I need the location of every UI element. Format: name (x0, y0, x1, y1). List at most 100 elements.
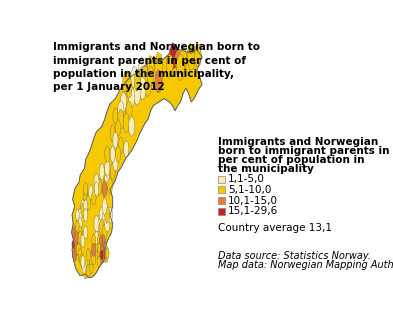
Polygon shape (105, 251, 108, 263)
Polygon shape (126, 100, 132, 121)
Text: Data source: Statistics Norway.: Data source: Statistics Norway. (218, 251, 371, 261)
Polygon shape (110, 125, 116, 142)
Polygon shape (103, 247, 107, 259)
Text: born to immigrant parents in: born to immigrant parents in (218, 146, 389, 156)
Bar (218, 208, 225, 215)
Polygon shape (139, 76, 146, 100)
Bar (218, 187, 225, 193)
Polygon shape (86, 195, 91, 211)
Polygon shape (78, 248, 83, 262)
Polygon shape (99, 253, 103, 265)
Polygon shape (75, 221, 80, 234)
Polygon shape (81, 203, 85, 217)
Text: per cent of population in: per cent of population in (218, 155, 364, 165)
Polygon shape (110, 163, 116, 180)
Polygon shape (102, 224, 107, 241)
Polygon shape (99, 175, 105, 192)
Polygon shape (105, 146, 110, 163)
Polygon shape (187, 43, 196, 70)
Polygon shape (118, 137, 123, 154)
Text: the municipality: the municipality (218, 164, 314, 174)
Polygon shape (118, 100, 124, 121)
Polygon shape (110, 146, 116, 163)
Polygon shape (99, 236, 103, 246)
Polygon shape (106, 247, 109, 259)
Polygon shape (124, 141, 129, 157)
Polygon shape (102, 180, 107, 197)
Polygon shape (101, 238, 105, 248)
Text: 10,1-15,0: 10,1-15,0 (228, 195, 278, 206)
Polygon shape (94, 215, 99, 232)
Polygon shape (134, 71, 140, 91)
Polygon shape (108, 177, 113, 194)
Polygon shape (74, 241, 79, 255)
Polygon shape (81, 255, 85, 269)
Polygon shape (81, 234, 85, 248)
Polygon shape (97, 234, 101, 248)
Polygon shape (142, 66, 149, 86)
Bar (218, 176, 225, 183)
Polygon shape (98, 243, 101, 253)
Polygon shape (81, 200, 85, 213)
Polygon shape (97, 256, 101, 268)
Polygon shape (89, 252, 93, 265)
Polygon shape (103, 239, 106, 250)
Polygon shape (102, 198, 107, 215)
Text: 1,1-5,0: 1,1-5,0 (228, 174, 265, 184)
Polygon shape (86, 248, 90, 262)
Polygon shape (102, 251, 105, 263)
Polygon shape (84, 208, 88, 222)
Polygon shape (77, 243, 81, 256)
Polygon shape (123, 113, 130, 133)
Polygon shape (166, 54, 173, 77)
Polygon shape (105, 206, 110, 223)
Polygon shape (175, 50, 181, 71)
Polygon shape (145, 73, 152, 97)
Polygon shape (78, 226, 83, 239)
Polygon shape (113, 154, 118, 171)
Polygon shape (129, 87, 135, 107)
Polygon shape (92, 190, 96, 205)
Polygon shape (148, 66, 154, 86)
Polygon shape (84, 182, 88, 196)
Polygon shape (102, 234, 105, 244)
Polygon shape (136, 73, 143, 97)
Polygon shape (72, 240, 75, 249)
Polygon shape (118, 109, 124, 130)
Polygon shape (100, 250, 103, 260)
Polygon shape (74, 231, 79, 244)
Polygon shape (84, 226, 88, 239)
Polygon shape (113, 108, 118, 125)
Text: Map data: Norwegian Mapping Authority.: Map data: Norwegian Mapping Authority. (218, 259, 393, 270)
Polygon shape (86, 264, 90, 277)
Polygon shape (126, 78, 132, 98)
Polygon shape (139, 57, 147, 84)
Polygon shape (76, 209, 79, 221)
Polygon shape (97, 179, 102, 196)
Polygon shape (100, 241, 103, 251)
Polygon shape (155, 69, 163, 93)
Text: Immigrants and Norwegian: Immigrants and Norwegian (218, 137, 378, 147)
Text: 15,1-29,6: 15,1-29,6 (228, 206, 278, 216)
Polygon shape (104, 243, 107, 253)
Polygon shape (73, 248, 77, 262)
Polygon shape (80, 254, 84, 267)
Polygon shape (105, 215, 110, 232)
Polygon shape (72, 50, 202, 278)
Polygon shape (100, 245, 103, 255)
Polygon shape (131, 66, 138, 90)
Polygon shape (116, 146, 121, 163)
Polygon shape (94, 238, 99, 251)
Polygon shape (78, 231, 83, 244)
Polygon shape (155, 52, 163, 79)
Text: Country average 13,1: Country average 13,1 (218, 223, 332, 233)
Polygon shape (73, 226, 77, 239)
Polygon shape (94, 174, 99, 190)
Polygon shape (89, 260, 93, 274)
Polygon shape (92, 247, 96, 260)
Polygon shape (84, 200, 88, 213)
Polygon shape (147, 56, 154, 79)
Polygon shape (169, 42, 178, 70)
Polygon shape (195, 43, 202, 67)
Polygon shape (99, 163, 105, 180)
